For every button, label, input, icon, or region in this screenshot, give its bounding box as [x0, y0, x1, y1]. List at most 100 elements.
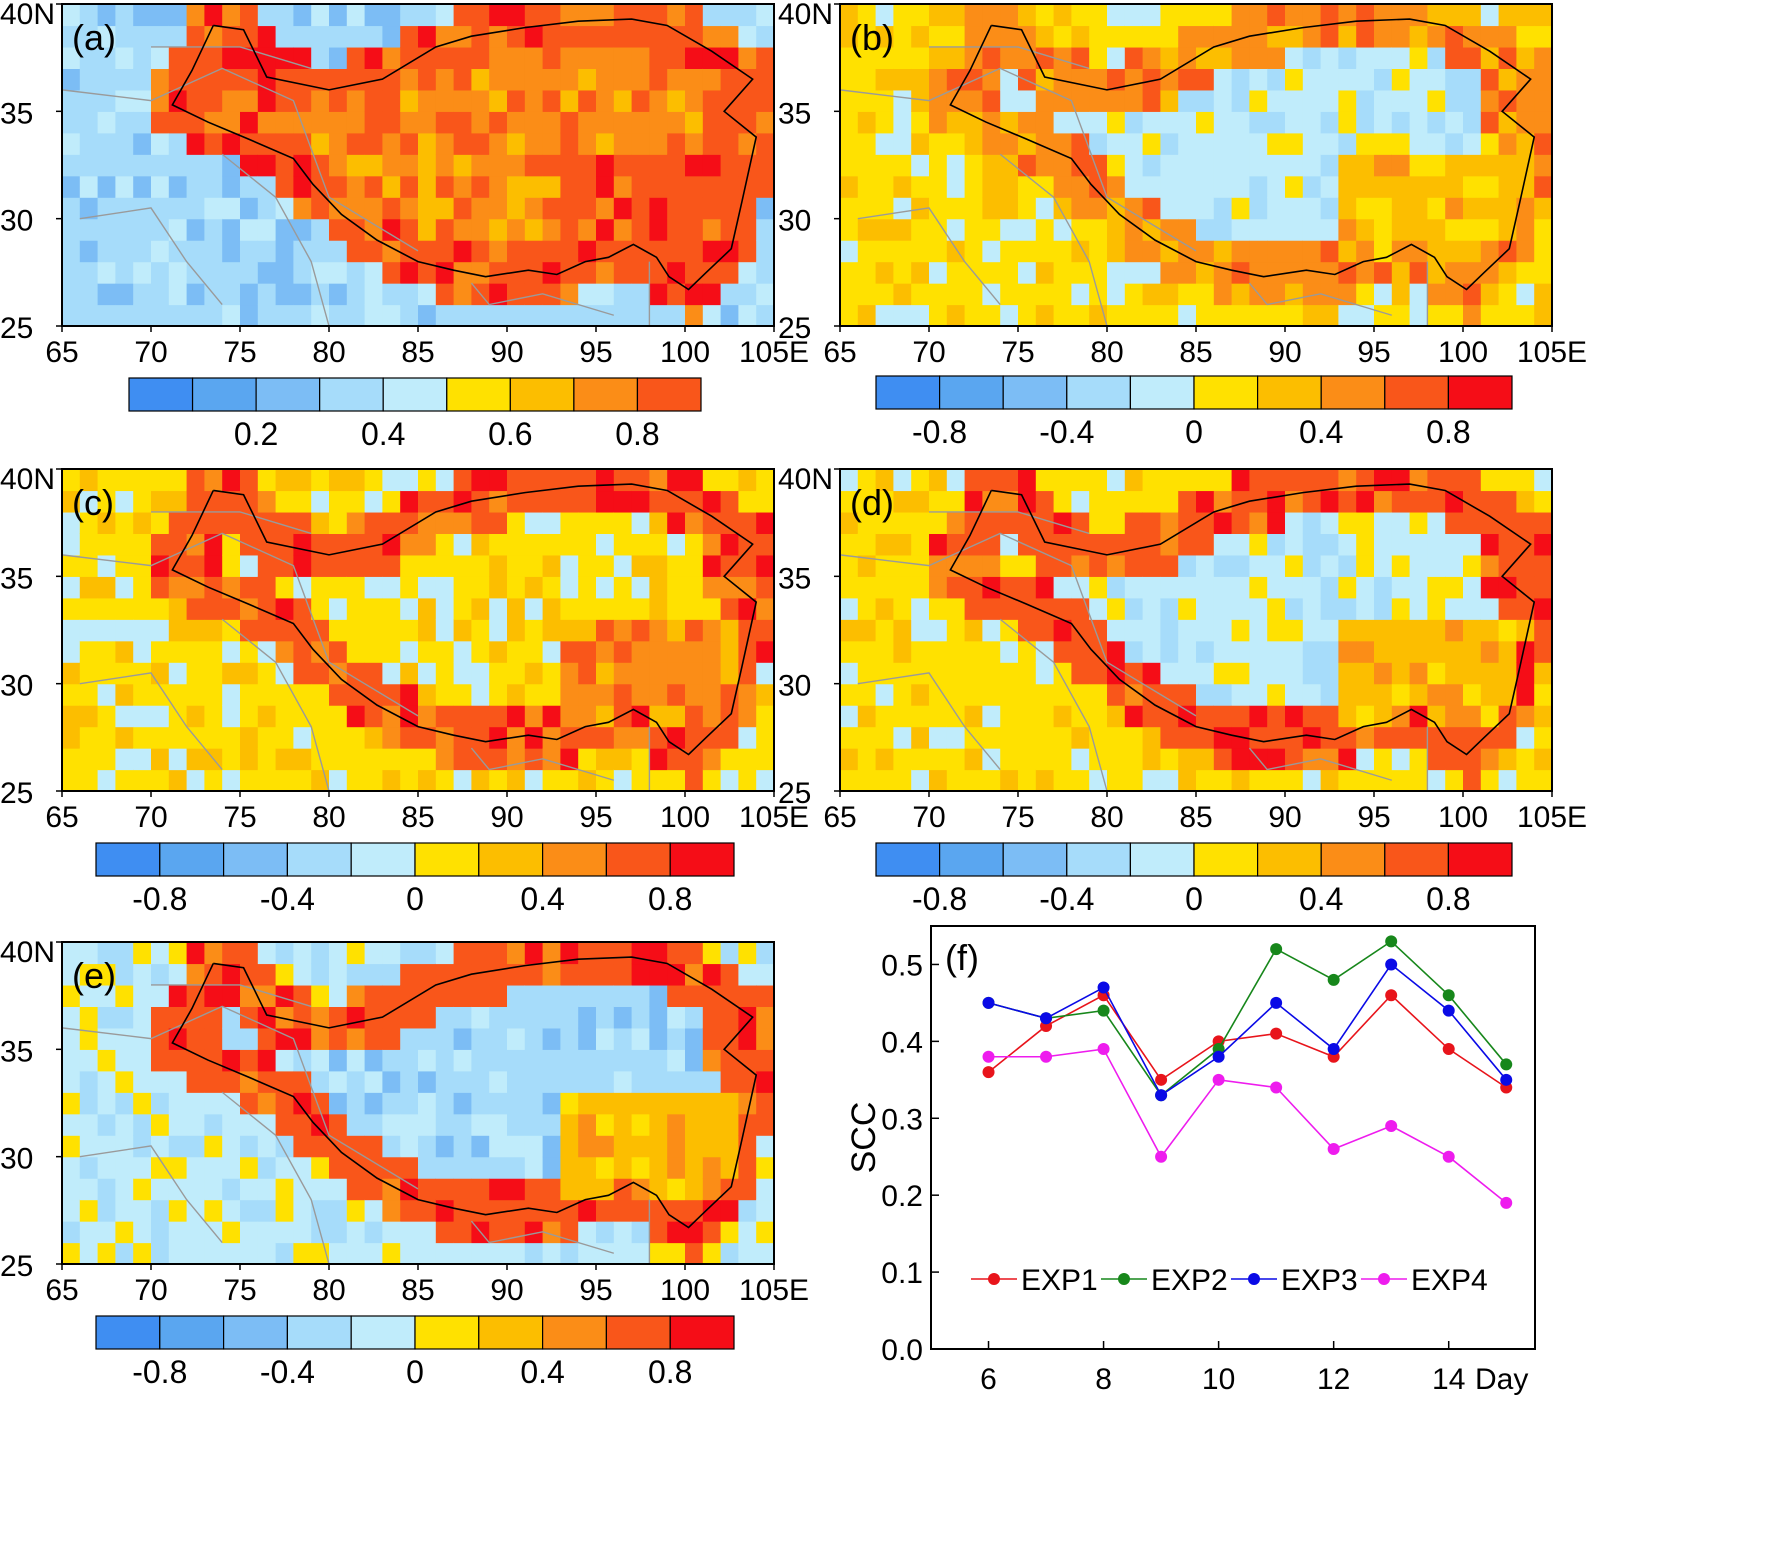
field-cell [542, 748, 561, 771]
field-cell [578, 748, 597, 771]
field-cell [1053, 769, 1072, 791]
field-cell [738, 240, 757, 263]
field-cell [79, 197, 99, 220]
field-cell [911, 726, 930, 749]
field-cell [1124, 576, 1144, 599]
field-cell [1231, 490, 1250, 513]
field-cell [1213, 304, 1233, 326]
field-cell [946, 554, 966, 577]
field-cell [946, 68, 966, 91]
field-cell [982, 89, 1001, 112]
field-cell [964, 154, 983, 177]
field-cell [946, 304, 966, 326]
field-cell [293, 4, 312, 27]
field-cell [435, 132, 455, 155]
field-cell [1356, 619, 1375, 642]
lon-tick-label: 65 [823, 336, 856, 369]
field-cell [596, 1006, 615, 1029]
field-cell [133, 748, 152, 771]
colorbar-label: -0.4 [260, 881, 315, 917]
field-cell [1356, 748, 1375, 771]
field-cell [1124, 726, 1144, 749]
field-cell [1374, 218, 1393, 241]
field-cell [1071, 261, 1090, 284]
field-cell [1480, 619, 1500, 642]
field-cell [133, 1178, 152, 1201]
field-cell [364, 1242, 383, 1264]
field-cell [911, 748, 930, 771]
field-cell [1285, 132, 1304, 155]
field-cell [1053, 261, 1072, 284]
field-cell [471, 640, 490, 663]
field-cell [400, 511, 419, 534]
field-cell [115, 1006, 134, 1029]
field-cell [982, 640, 1001, 663]
field-cell [524, 597, 544, 620]
field-cell [929, 683, 948, 706]
field-cell [929, 89, 948, 112]
field-cell [929, 640, 948, 663]
field-cell [240, 769, 259, 791]
field-cell [1000, 469, 1019, 492]
field-cell [1427, 175, 1446, 198]
field-cell [542, 984, 561, 1007]
field-cell [133, 490, 152, 513]
field-cell [542, 640, 561, 663]
field-cell [1267, 89, 1286, 112]
field-cell [1445, 283, 1464, 306]
field-cell [596, 1242, 615, 1264]
field-cell [1231, 705, 1250, 728]
field-cell [1445, 132, 1464, 155]
field-cell [1213, 683, 1233, 706]
field-cell [1534, 640, 1552, 663]
field-cell [204, 197, 223, 220]
field-cell [649, 683, 668, 706]
field-cell [596, 619, 615, 642]
field-cell [1320, 261, 1339, 284]
field-cell [1445, 726, 1464, 749]
field-cell [133, 283, 152, 306]
lon-tick-label: 80 [1090, 801, 1123, 834]
field-cell [613, 469, 633, 492]
field-cell [62, 469, 81, 492]
field-cell [667, 984, 686, 1007]
field-cell [720, 1049, 739, 1072]
field-cell [840, 283, 859, 306]
field-cell [489, 1178, 508, 1201]
field-cell [507, 1135, 526, 1158]
field-cell [382, 662, 401, 685]
field-cell [1480, 554, 1500, 577]
field-cell [542, 89, 561, 112]
field-cell [875, 769, 894, 791]
field-cell [62, 1006, 81, 1029]
field-cell [946, 640, 966, 663]
field-cell [542, 154, 561, 177]
field-cell [471, 4, 490, 27]
field-cell [293, 942, 312, 965]
field-cell [1160, 4, 1179, 27]
field-cell [929, 726, 948, 749]
field-cell [1445, 111, 1464, 134]
data-point-exp2 [1385, 935, 1398, 948]
field-cell [435, 46, 455, 69]
field-cell [1196, 511, 1215, 534]
field-cell [631, 640, 650, 663]
field-cell [613, 1027, 633, 1050]
field-cell [1035, 705, 1055, 728]
field-cell [667, 576, 686, 599]
field-cell [418, 1242, 437, 1264]
field-cell [1071, 726, 1090, 749]
field-cell [1534, 769, 1552, 791]
field-cell [982, 132, 1001, 155]
field-cell [1231, 511, 1250, 534]
field-cell [875, 705, 894, 728]
field-cell [578, 283, 597, 306]
field-cell [1053, 154, 1072, 177]
field-cell [840, 769, 859, 791]
field-cell [435, 1242, 455, 1264]
field-cell [1160, 154, 1179, 177]
field-cell [1516, 218, 1535, 241]
field-cell [738, 619, 757, 642]
field-cell [1249, 554, 1268, 577]
field-cell [453, 597, 472, 620]
